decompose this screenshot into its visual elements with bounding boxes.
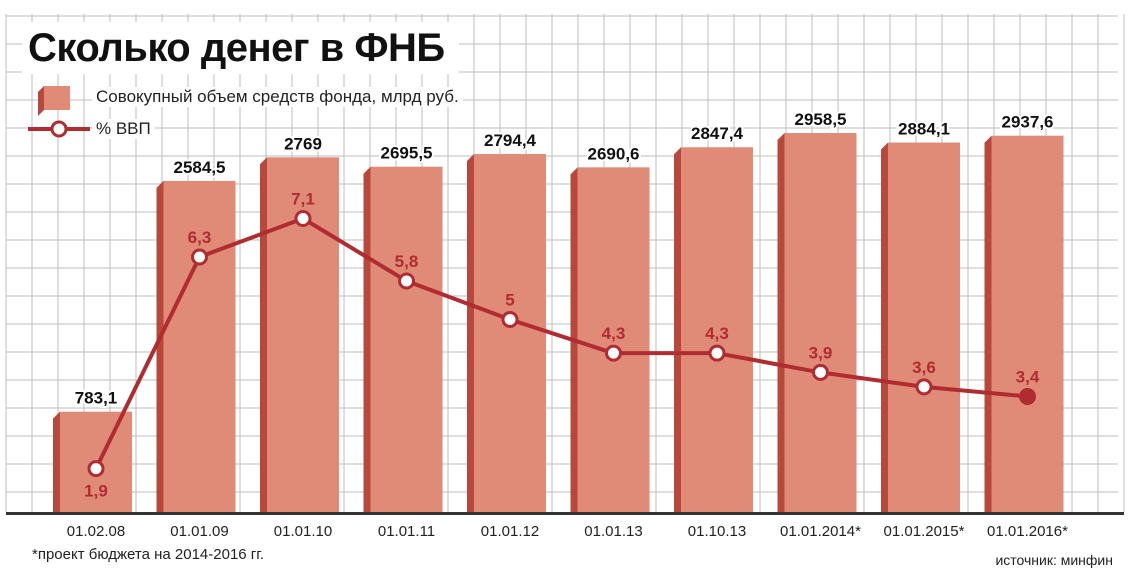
- bar-side: [260, 157, 267, 512]
- line-value-label: 4,3: [602, 324, 626, 343]
- line-point: [501, 311, 519, 328]
- legend-line-label: % ВВП: [92, 119, 155, 139]
- line-value-label: 3,4: [1016, 367, 1040, 386]
- bar: [991, 135, 1064, 513]
- bar-side: [53, 411, 60, 512]
- line-point: [398, 272, 415, 290]
- bar-value-label: 783,1: [75, 389, 118, 408]
- bar: [163, 180, 236, 513]
- x-tick-label: 01.01.11: [378, 523, 435, 540]
- bar: [474, 154, 546, 512]
- bar-side: [363, 166, 371, 512]
- bar: [577, 167, 650, 512]
- line-point: [915, 378, 933, 396]
- x-tick-label: 01.01.2014*: [780, 523, 861, 540]
- line-value-label: 4,3: [705, 324, 729, 343]
- line-value-label: 1,9: [84, 482, 108, 501]
- line-value-label: 7,1: [291, 189, 315, 208]
- bar-value-label: 2958,5: [795, 110, 847, 129]
- bar-side: [467, 154, 474, 512]
- bar: [681, 147, 753, 513]
- bar: [370, 166, 443, 512]
- line-value-label: 3,6: [912, 358, 936, 377]
- bar-side: [777, 133, 785, 512]
- legend-line-marker: [50, 120, 68, 138]
- bar-value-label: 2847,4: [691, 124, 744, 143]
- chart-title: Сколько денег в ФНБ: [22, 22, 459, 74]
- x-tick-label: 01.01.13: [584, 523, 642, 540]
- bar: [784, 133, 857, 512]
- x-tick-label: 01.01.2015*: [884, 523, 965, 540]
- bar-side: [881, 142, 888, 512]
- x-tick-label: 01.01.09: [170, 523, 228, 540]
- line-value-label: 5,8: [395, 252, 419, 271]
- line-value-label: 3,9: [809, 343, 833, 362]
- bar-value-label: 2690,6: [588, 144, 640, 163]
- line-path: [94, 216, 1028, 470]
- bar-value-label: 2769: [284, 134, 322, 153]
- line-value-label: 5: [505, 291, 514, 310]
- bar-value-label: 2695,5: [381, 144, 433, 163]
- line-point: [87, 460, 105, 478]
- x-tick-label: 01.02.08: [67, 523, 125, 540]
- footnote: *проект бюджета на 2014-2016 гг.: [28, 546, 269, 563]
- line-point: [708, 344, 726, 362]
- legend-bar-side: [38, 86, 44, 116]
- source-note: источник: минфин: [991, 552, 1117, 568]
- bar-side: [984, 135, 992, 513]
- line-point: [605, 344, 622, 362]
- x-tick-label: 01.01.2016*: [987, 523, 1068, 540]
- bar-side: [674, 147, 681, 513]
- data-labels: 783,1 01.02.08 2584,5 01.01.09 2769 01.01.10 2…: [65, 108, 1070, 542]
- line-value-label: 6,3: [188, 228, 212, 247]
- line-series: [87, 209, 1036, 478]
- x-axis: [6, 512, 1124, 515]
- line-point: [191, 248, 208, 266]
- legend-bars-label: Совокупный объем средств фонда, млрд руб…: [92, 87, 463, 107]
- bar-value-label: 2794,4: [484, 131, 537, 150]
- bar: [888, 142, 960, 512]
- line-point: [1019, 387, 1036, 405]
- line-point: [812, 363, 829, 381]
- bar-value-label: 2884,1: [898, 120, 950, 139]
- legend-bar-swatch: [44, 86, 70, 110]
- line-point: [294, 209, 312, 227]
- bars: [6, 133, 1124, 515]
- x-tick-label: 01.01.12: [481, 523, 539, 540]
- x-tick-label: 01.01.10: [274, 523, 332, 540]
- bar-value-label: 2937,6: [1002, 113, 1054, 132]
- bar-value-label: 2584,5: [174, 158, 226, 177]
- bar-side: [156, 180, 164, 513]
- legend: [28, 86, 90, 138]
- x-tick-label: 01.10.13: [688, 523, 746, 540]
